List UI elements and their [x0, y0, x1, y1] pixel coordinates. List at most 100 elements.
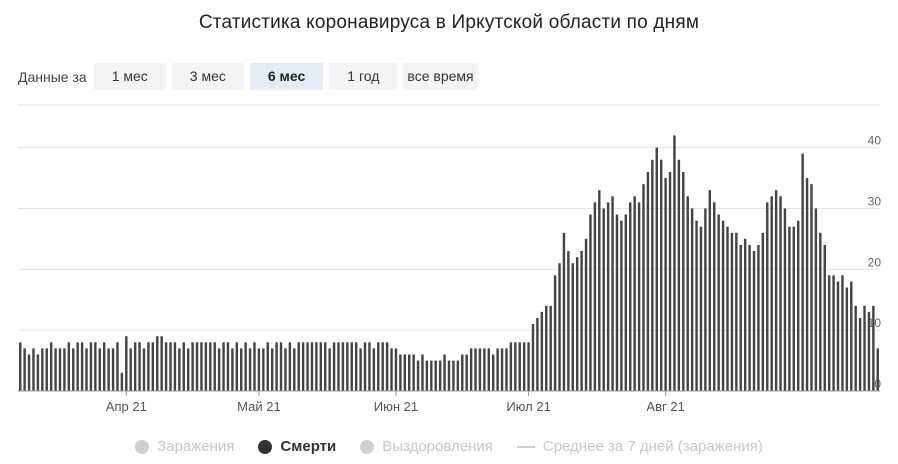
bar[interactable] — [390, 348, 393, 391]
bar[interactable] — [359, 348, 362, 391]
bar[interactable] — [637, 202, 641, 391]
bar[interactable] — [67, 342, 71, 391]
bar[interactable] — [682, 171, 685, 391]
bar[interactable] — [452, 360, 455, 391]
bar[interactable] — [80, 342, 84, 391]
bar[interactable] — [36, 354, 40, 391]
bar[interactable] — [797, 220, 800, 391]
bar[interactable] — [253, 342, 256, 391]
bar[interactable] — [496, 348, 499, 391]
bar[interactable] — [226, 342, 230, 391]
bar[interactable] — [98, 348, 101, 391]
bar[interactable] — [867, 311, 871, 391]
bar[interactable] — [770, 196, 773, 391]
bar[interactable] — [527, 342, 530, 391]
bar[interactable] — [474, 348, 477, 391]
bar[interactable] — [805, 178, 809, 391]
legend-item-deaths[interactable]: Смерти — [258, 438, 336, 455]
bar[interactable] — [240, 348, 243, 391]
bar[interactable] — [483, 348, 486, 391]
bar[interactable] — [505, 348, 508, 391]
bar[interactable] — [319, 342, 323, 391]
bar[interactable] — [222, 342, 225, 391]
bar[interactable] — [673, 135, 676, 391]
bar[interactable] — [858, 317, 862, 391]
bar[interactable] — [244, 342, 247, 391]
bar[interactable] — [593, 202, 597, 391]
bar[interactable] — [266, 342, 269, 391]
bar[interactable] — [589, 214, 592, 391]
bar[interactable] — [23, 348, 26, 391]
bar[interactable] — [810, 184, 813, 391]
bar[interactable] — [372, 348, 376, 391]
bar[interactable] — [235, 342, 239, 391]
bar[interactable] — [337, 342, 340, 391]
bar[interactable] — [721, 220, 725, 391]
range-1-year-button[interactable]: 1 год — [329, 63, 398, 90]
bar[interactable] — [293, 348, 296, 391]
bar[interactable] — [774, 190, 778, 391]
bar[interactable] — [757, 244, 760, 391]
bar[interactable] — [425, 360, 429, 391]
bar[interactable] — [602, 208, 605, 391]
bar[interactable] — [598, 190, 601, 391]
bar[interactable] — [827, 275, 831, 391]
bar[interactable] — [120, 372, 124, 391]
bar[interactable] — [699, 226, 703, 391]
bar[interactable] — [27, 354, 31, 391]
bar[interactable] — [606, 202, 610, 391]
bar[interactable] — [686, 196, 689, 391]
bar[interactable] — [186, 348, 190, 391]
bar[interactable] — [213, 342, 216, 391]
bar[interactable] — [713, 202, 716, 391]
bar[interactable] — [354, 342, 358, 391]
bar[interactable] — [522, 342, 526, 391]
range-3-months-button[interactable]: 3 мес — [171, 63, 244, 90]
bar[interactable] — [191, 342, 194, 391]
bar[interactable] — [571, 263, 574, 391]
bar[interactable] — [328, 348, 331, 391]
bar[interactable] — [584, 238, 588, 391]
bar[interactable] — [651, 159, 654, 391]
bar[interactable] — [469, 348, 473, 391]
bar[interactable] — [94, 342, 97, 391]
bar[interactable] — [562, 232, 566, 391]
bar[interactable] — [668, 171, 672, 391]
bar[interactable] — [18, 342, 22, 391]
bar[interactable] — [801, 153, 804, 391]
bar[interactable] — [399, 354, 402, 391]
bar[interactable] — [783, 208, 787, 391]
bar[interactable] — [814, 208, 818, 391]
bar[interactable] — [138, 342, 141, 391]
bar[interactable] — [872, 305, 875, 391]
bar[interactable] — [863, 305, 866, 391]
bar[interactable] — [297, 342, 300, 391]
bar[interactable] — [310, 342, 314, 391]
bar[interactable] — [850, 281, 853, 391]
bar[interactable] — [434, 360, 437, 391]
bar[interactable] — [743, 238, 747, 391]
bar[interactable] — [514, 342, 517, 391]
bar[interactable] — [642, 184, 645, 391]
bar[interactable] — [195, 342, 199, 391]
bar[interactable] — [841, 275, 844, 391]
bar[interactable] — [717, 214, 720, 391]
bar[interactable] — [377, 342, 380, 391]
bar[interactable] — [182, 342, 185, 391]
bar[interactable] — [257, 348, 261, 391]
bar[interactable] — [545, 305, 548, 391]
bar[interactable] — [487, 348, 490, 391]
bar[interactable] — [430, 360, 433, 391]
bar[interactable] — [129, 348, 132, 391]
bar[interactable] — [500, 348, 504, 391]
bar[interactable] — [461, 354, 464, 391]
bar[interactable] — [204, 342, 208, 391]
bar[interactable] — [178, 348, 181, 391]
bar[interactable] — [394, 348, 398, 391]
bar[interactable] — [363, 342, 367, 391]
bar[interactable] — [217, 348, 221, 391]
bar[interactable] — [147, 342, 150, 391]
bar[interactable] — [49, 342, 53, 391]
bar[interactable] — [876, 348, 879, 391]
bar[interactable] — [575, 257, 579, 391]
